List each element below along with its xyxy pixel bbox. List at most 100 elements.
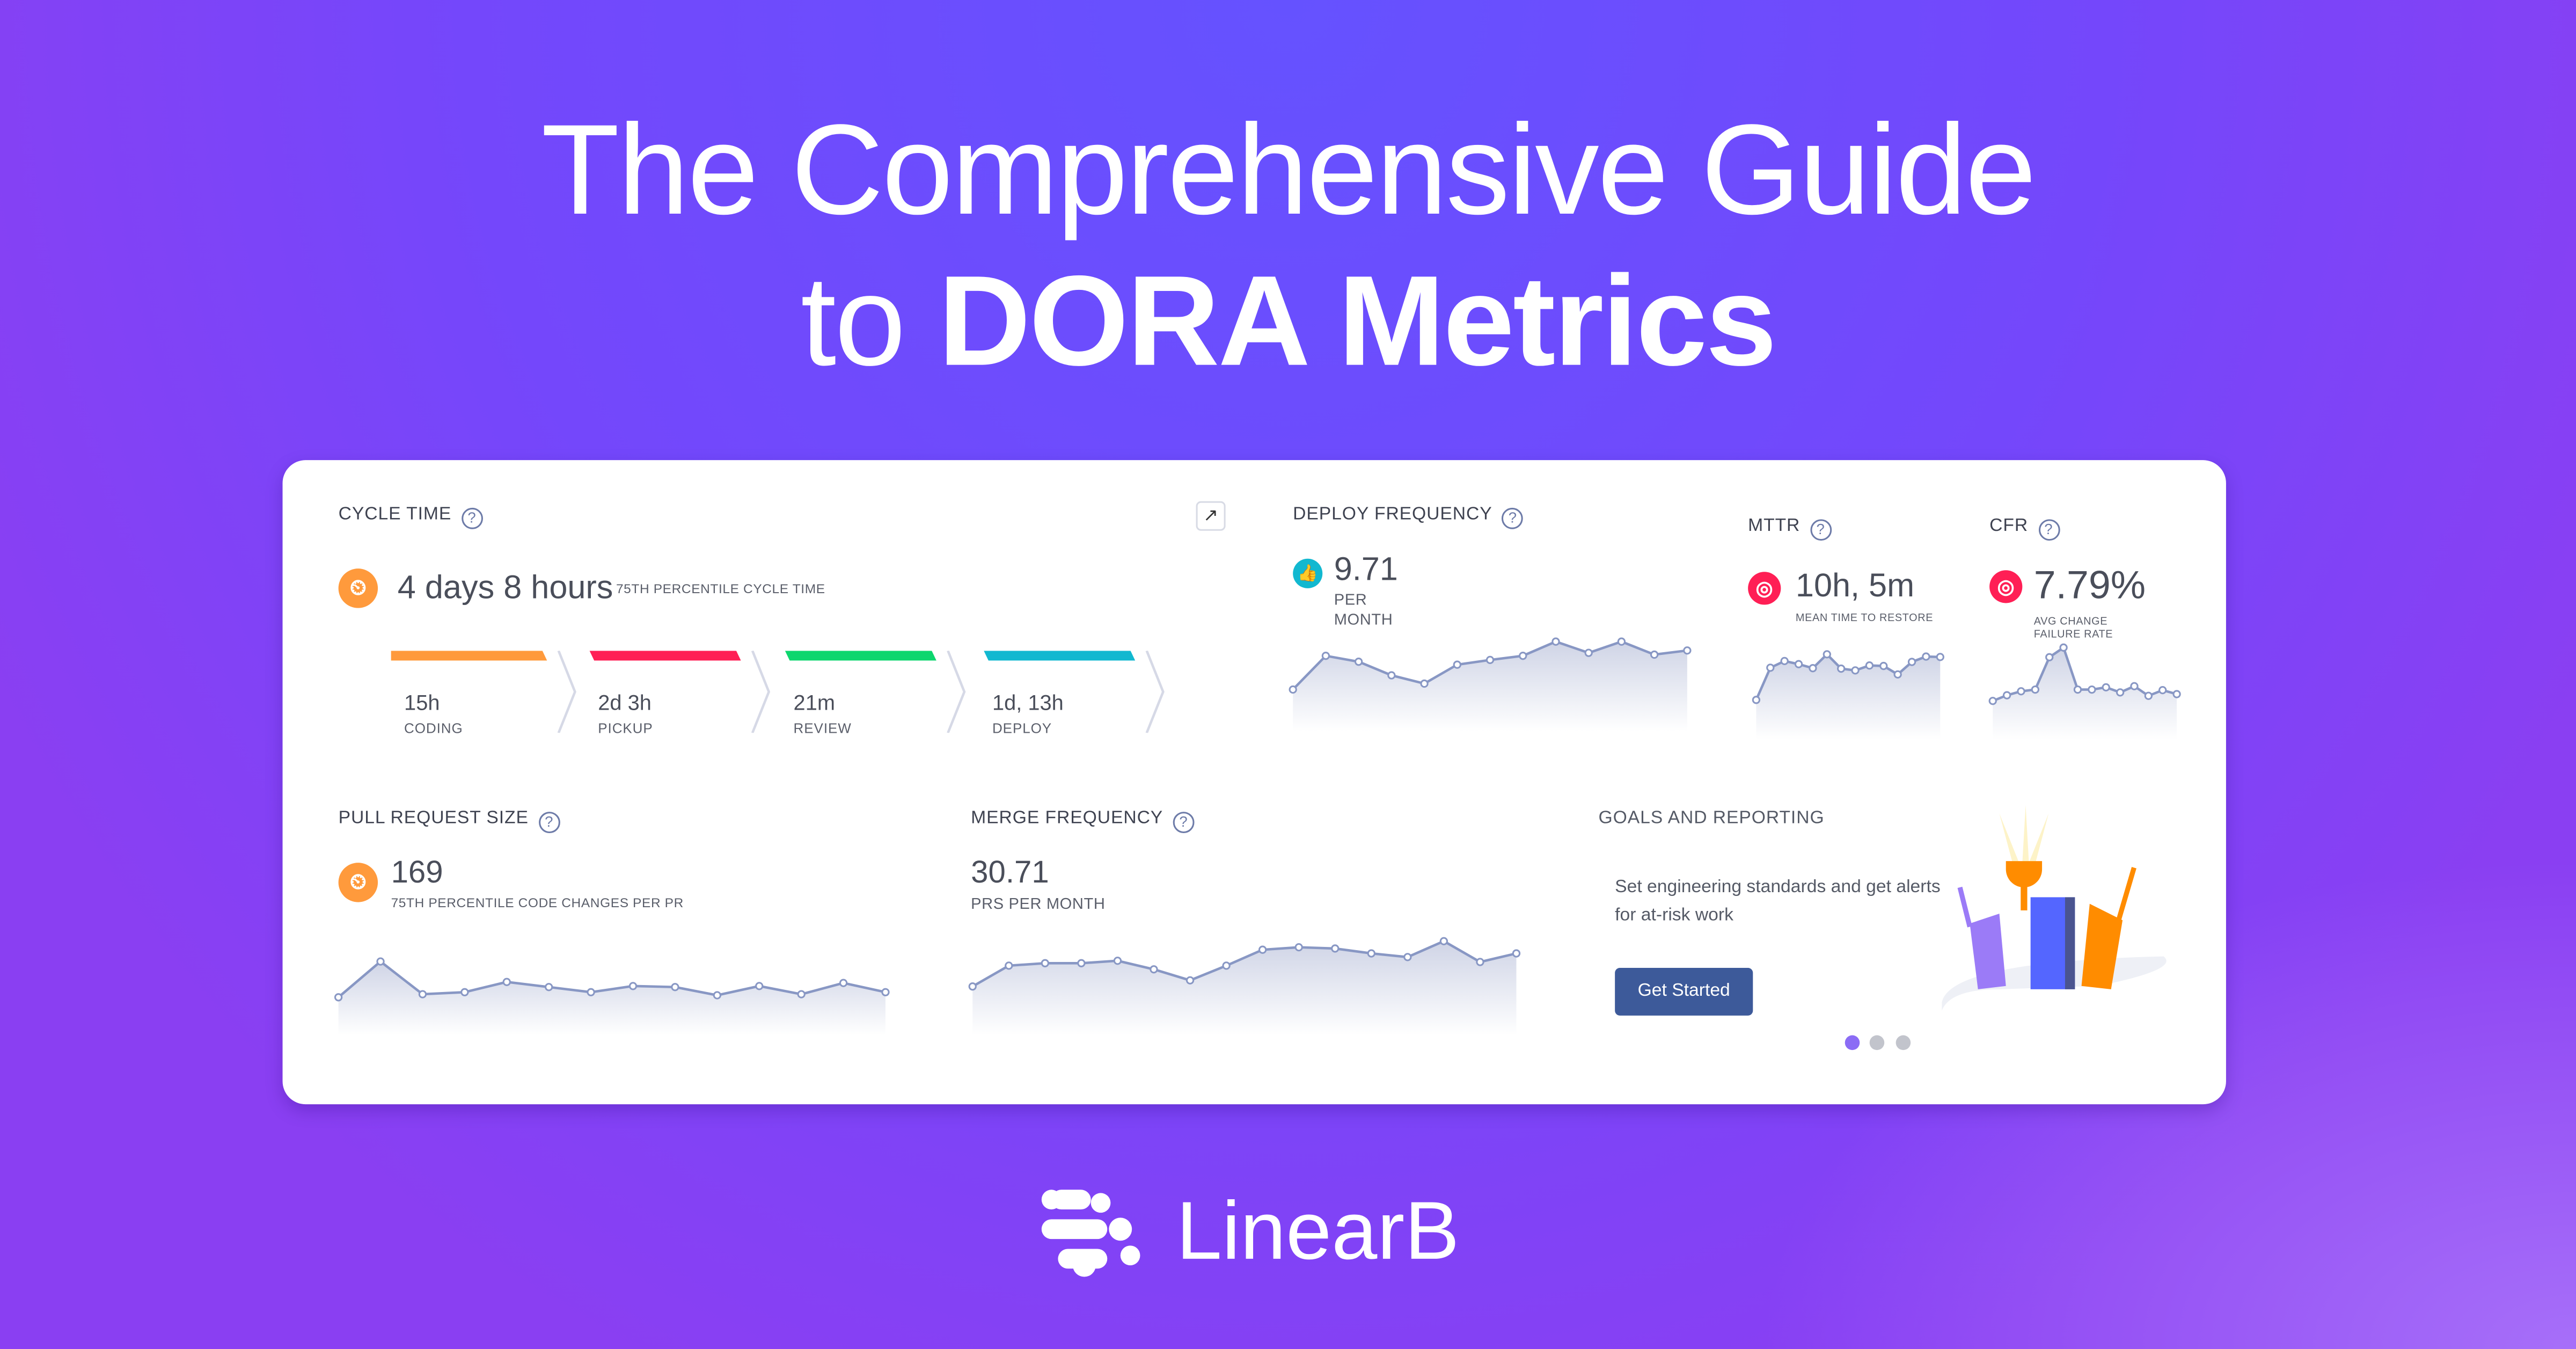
expand-icon[interactable]: ↗ [1196, 501, 1226, 531]
chart-point[interactable] [334, 993, 343, 1002]
chart-point[interactable] [839, 979, 848, 987]
chart-point[interactable] [1683, 646, 1692, 655]
chart-point[interactable] [1294, 943, 1303, 952]
stage-value[interactable]: 2d 3h [598, 690, 652, 715]
chart-point[interactable] [671, 983, 679, 991]
cycle-time-value: 4 days 8 hours [397, 570, 613, 607]
chart-point[interactable] [1005, 961, 1013, 970]
chart-point[interactable] [1552, 637, 1560, 646]
chart-point[interactable] [2116, 688, 2125, 697]
chart-point[interactable] [587, 988, 595, 996]
chart-point[interactable] [1780, 657, 1789, 666]
carousel-dot-3[interactable] [1896, 1035, 1911, 1051]
chart-point[interactable] [2073, 685, 2082, 694]
chart-point[interactable] [1331, 944, 1340, 953]
chart-point[interactable] [376, 957, 385, 966]
chart-point[interactable] [1936, 653, 1944, 661]
deploy-frequency-unit-month: MONTH [1334, 611, 1393, 630]
chart-point[interactable] [1988, 697, 1997, 705]
chart-point[interactable] [1865, 661, 1874, 670]
chart-point[interactable] [2088, 685, 2096, 694]
chart-point[interactable] [460, 988, 469, 996]
chart-point[interactable] [1519, 652, 1527, 660]
chart-point[interactable] [1453, 660, 1461, 669]
stage-value[interactable]: 1d, 13h [992, 690, 1064, 715]
chart-point[interactable] [1794, 660, 1803, 668]
help-icon[interactable]: ? [461, 507, 483, 529]
chart-point[interactable] [2130, 682, 2139, 690]
chart-point[interactable] [2144, 691, 2153, 700]
chart-point[interactable] [1617, 637, 1626, 646]
chart-point[interactable] [545, 983, 553, 991]
chart-point[interactable] [755, 982, 764, 990]
chart-point[interactable] [2172, 690, 2181, 698]
chart-point[interactable] [881, 988, 890, 996]
chart-point[interactable] [713, 991, 721, 1000]
stage-value[interactable]: 15h [404, 690, 440, 715]
pr-size-label: PULL REQUEST SIZE [338, 808, 529, 828]
chart-point[interactable] [1387, 671, 1396, 680]
chart-point[interactable] [502, 978, 511, 986]
chart-point[interactable] [2031, 685, 2040, 694]
chart-point[interactable] [1752, 696, 1761, 704]
carousel-dot-2[interactable] [1869, 1035, 1885, 1051]
chart-point[interactable] [1476, 958, 1484, 966]
get-started-button[interactable]: Get Started [1615, 968, 1753, 1016]
chart-point[interactable] [1354, 658, 1363, 666]
goals-title: GOALS AND REPORTING [1598, 808, 1825, 828]
chart-point[interactable] [1041, 959, 1049, 967]
chart-point[interactable] [1150, 965, 1158, 974]
chart-point[interactable] [2017, 687, 2025, 696]
deploy-frequency-title: DEPLOY FREQUENCY? [1293, 505, 1524, 529]
help-icon[interactable]: ? [1173, 812, 1195, 834]
chart-point[interactable] [1289, 685, 1297, 694]
chart-point[interactable] [968, 982, 977, 991]
stage-value[interactable]: 21m [793, 690, 835, 715]
help-icon[interactable]: ? [1810, 519, 1832, 541]
help-icon[interactable]: ? [538, 812, 560, 834]
chart-point[interactable] [1893, 670, 1902, 679]
chart-point[interactable] [1584, 648, 1593, 657]
chart-point[interactable] [1512, 949, 1521, 958]
mttr-title: MTTR? [1748, 516, 1832, 541]
chart-point[interactable] [1907, 658, 1916, 666]
chart-point[interactable] [1222, 961, 1231, 970]
chart-point[interactable] [1321, 652, 1330, 660]
chart-point[interactable] [1823, 650, 1831, 659]
carousel-dot-1[interactable] [1845, 1035, 1860, 1051]
chart-point[interactable] [2002, 691, 2011, 699]
chart-point[interactable] [1439, 937, 1448, 945]
chart-point[interactable] [1851, 666, 1860, 675]
chart-point[interactable] [1185, 976, 1195, 985]
stage-bar-0 [391, 651, 547, 661]
chart-point[interactable] [1113, 957, 1122, 965]
help-icon[interactable]: ? [2038, 519, 2060, 541]
chart-point[interactable] [418, 990, 427, 998]
merge-frequency-title: MERGE FREQUENCY? [971, 808, 1195, 834]
help-icon[interactable]: ? [1502, 507, 1524, 529]
chevron-right-icon [1145, 651, 1165, 733]
chart-point[interactable] [797, 990, 806, 998]
chart-point[interactable] [1922, 652, 1930, 661]
chart-point[interactable] [1403, 953, 1412, 961]
chart-point[interactable] [1367, 949, 1375, 958]
stage-bar-3 [984, 651, 1136, 661]
chart-point[interactable] [1650, 650, 1659, 659]
chart-point[interactable] [1879, 661, 1888, 670]
chart-point[interactable] [628, 982, 638, 990]
chart-area [972, 941, 1517, 1036]
hero-prefix: to [800, 248, 939, 393]
chart-point[interactable] [2102, 683, 2110, 692]
chart-point[interactable] [2158, 686, 2167, 695]
chart-point[interactable] [1077, 959, 1086, 967]
chart-point[interactable] [1420, 679, 1429, 688]
chart-point[interactable] [1766, 663, 1775, 672]
chart-point[interactable] [2045, 653, 2054, 661]
chart-point[interactable] [1258, 945, 1267, 954]
chart-point[interactable] [2059, 643, 2068, 652]
chart-point[interactable] [1837, 664, 1846, 673]
stage-label: REVIEW [793, 719, 852, 737]
chart-point[interactable] [1809, 664, 1817, 673]
chart-point[interactable] [1485, 655, 1495, 665]
pr-size-value: 169 [391, 856, 443, 891]
